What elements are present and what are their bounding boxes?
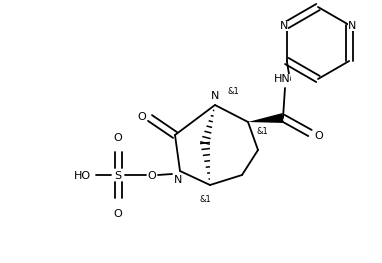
Text: N: N — [280, 21, 288, 31]
Text: HN: HN — [274, 74, 290, 84]
Polygon shape — [248, 113, 283, 123]
Text: &1: &1 — [199, 195, 211, 205]
Text: N: N — [174, 175, 182, 185]
Text: O: O — [113, 133, 122, 143]
Text: O: O — [113, 209, 122, 219]
Text: HO: HO — [73, 171, 91, 181]
Text: O: O — [138, 112, 146, 122]
Text: O: O — [147, 171, 156, 181]
Text: N: N — [211, 91, 219, 101]
Text: N: N — [348, 21, 356, 31]
Text: &1: &1 — [256, 127, 268, 135]
Text: S: S — [115, 171, 121, 181]
Text: &1: &1 — [227, 88, 239, 97]
Text: O: O — [315, 131, 324, 141]
